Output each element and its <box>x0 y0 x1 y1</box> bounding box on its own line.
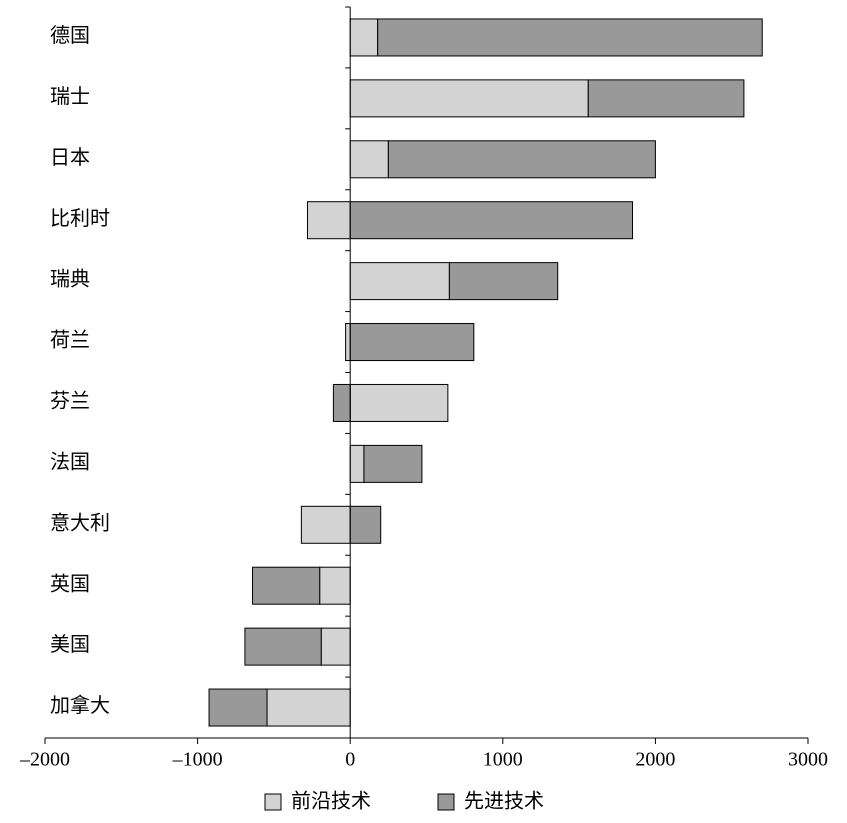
bar <box>244 627 322 666</box>
bar <box>349 262 450 301</box>
category-label: 德国 <box>50 24 90 47</box>
bar <box>300 505 351 544</box>
category-label: 法国 <box>50 450 90 473</box>
legend-swatch <box>264 793 282 811</box>
bar <box>349 505 382 544</box>
legend-label: 先进技术 <box>464 790 544 813</box>
bar <box>349 18 379 57</box>
bar <box>349 140 389 179</box>
category-label: 加拿大 <box>50 693 110 717</box>
bar <box>349 323 475 362</box>
bar <box>448 262 559 301</box>
category-label: 瑞士 <box>50 85 90 108</box>
bar <box>349 383 449 422</box>
category-label: 荷兰 <box>50 329 90 352</box>
bar <box>306 201 351 240</box>
category-label: 意大利 <box>50 511 110 534</box>
bar <box>345 323 351 362</box>
category-label: 英国 <box>50 572 90 595</box>
bar <box>332 383 351 422</box>
bar <box>349 79 589 118</box>
bar <box>363 444 423 483</box>
x-tick-label: 2000 <box>635 749 675 771</box>
x-tick-label: 3000 <box>788 749 828 771</box>
bar <box>319 566 351 605</box>
x-tick-label: 1000 <box>483 749 523 771</box>
legend-swatch <box>437 793 455 811</box>
category-label: 美国 <box>50 633 90 656</box>
category-label: 瑞典 <box>50 268 90 291</box>
x-tick-label: 0 <box>345 749 355 771</box>
x-tick-label: –2000 <box>19 749 70 771</box>
x-tick-label: –1000 <box>172 749 223 771</box>
bar <box>320 627 351 666</box>
bar <box>252 566 321 605</box>
bar <box>208 688 268 727</box>
bar <box>377 18 763 57</box>
bar <box>349 201 634 240</box>
bar <box>387 140 656 179</box>
category-label: 比利时 <box>50 207 110 230</box>
bar <box>587 79 745 118</box>
bar <box>266 688 351 727</box>
bar <box>349 444 365 483</box>
category-label: 芬兰 <box>50 390 90 413</box>
category-label: 日本 <box>50 146 90 169</box>
legend-label: 前沿技术 <box>291 790 371 813</box>
